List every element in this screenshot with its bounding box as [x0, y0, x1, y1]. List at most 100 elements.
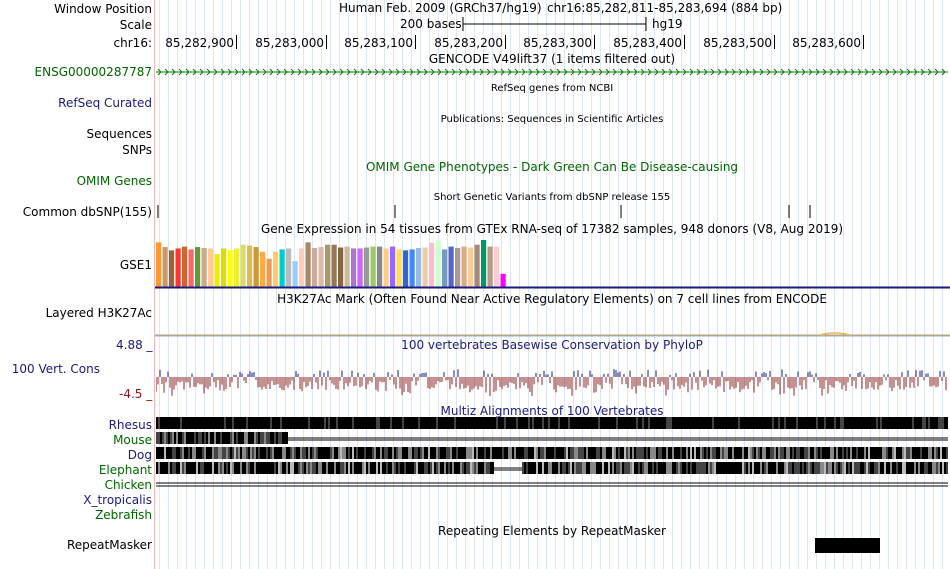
alignment-block: [272, 432, 274, 444]
alignment-block: [600, 447, 602, 459]
species-zebrafish-label[interactable]: Zebrafish: [95, 508, 152, 522]
alignment-block: [838, 462, 840, 474]
gtex-bar-chart[interactable]: [155, 238, 950, 290]
alignment-block: [306, 417, 308, 429]
alignment-block: [190, 417, 192, 429]
alignment-block: [436, 417, 438, 429]
alignment-block: [588, 417, 590, 429]
alignment-block: [746, 462, 748, 474]
strand-chevron: [213, 68, 218, 76]
snps-track-label[interactable]: SNPs: [122, 143, 152, 157]
alignment-block: [748, 462, 750, 474]
alignment-block: [242, 462, 244, 474]
alignment-block: [214, 462, 216, 474]
alignment-block: [424, 462, 426, 474]
alignment-block: [632, 447, 634, 459]
alignment-block: [776, 447, 778, 459]
alignment-block: [316, 462, 318, 474]
strand-chevron: [878, 68, 883, 76]
strand-chevron: [675, 68, 680, 76]
alignment-block: [524, 417, 526, 429]
alignment-block: [470, 447, 472, 459]
alignment-block: [492, 462, 494, 474]
alignment-block: [892, 462, 894, 474]
species-xtropicalis-label[interactable]: X_tropicalis: [83, 493, 152, 507]
alignment-block: [672, 417, 674, 429]
dbsnp-features[interactable]: [156, 205, 948, 219]
alignment-block: [934, 417, 936, 429]
alignment-block: [430, 417, 432, 429]
alignment-block: [874, 417, 876, 429]
alignment-block: [660, 462, 662, 474]
alignment-block: [156, 432, 158, 444]
alignment-block: [188, 447, 190, 459]
gtex-tissue-bar: [344, 246, 350, 287]
alignment-block: [280, 417, 282, 429]
multiz-alignments[interactable]: [156, 416, 948, 490]
alignment-block: [832, 447, 834, 459]
alignment-block: [874, 462, 876, 474]
gtex-tissue-bar: [390, 246, 396, 287]
alignment-block: [916, 462, 918, 474]
alignment-block: [922, 417, 924, 429]
alignment-block: [180, 417, 182, 429]
alignment-block: [346, 417, 348, 429]
alignment-block: [362, 447, 364, 459]
species-chicken-label[interactable]: Chicken: [104, 478, 152, 492]
alignment-block: [318, 462, 320, 474]
alignment-block: [734, 417, 736, 429]
alignment-block: [394, 447, 396, 459]
alignment-block: [298, 462, 300, 474]
alignment-block: [490, 462, 492, 474]
alignment-block: [886, 417, 888, 429]
alignment-block: [382, 447, 384, 459]
alignment-block: [914, 447, 916, 459]
alignment-block: [366, 417, 368, 429]
species-mouse-label[interactable]: Mouse: [113, 433, 152, 447]
species-dog-label[interactable]: Dog: [127, 448, 152, 462]
alignment-block: [324, 417, 326, 429]
alignment-block: [622, 417, 624, 429]
alignment-block: [428, 447, 430, 459]
alignment-block: [410, 462, 412, 474]
gencode-item-label[interactable]: ENSG00000287787: [34, 65, 152, 79]
gencode-feature[interactable]: [156, 67, 948, 77]
alignment-block: [158, 462, 160, 474]
alignment-block: [844, 447, 846, 459]
strand-chevron: [885, 68, 890, 76]
species-rhesus-label[interactable]: Rhesus: [108, 418, 152, 432]
alignment-block: [840, 447, 842, 459]
alignment-block: [832, 417, 834, 429]
strand-chevron: [416, 68, 421, 76]
gtex-tissue-bar: [227, 250, 233, 287]
conservation-wiggle[interactable]: [156, 355, 948, 405]
alignment-block: [362, 462, 364, 474]
h3k27ac-track-label[interactable]: Layered H3K27Ac: [45, 306, 152, 320]
alignment-block: [714, 447, 716, 459]
refseq-track-label[interactable]: RefSeq Curated: [58, 96, 152, 110]
alignment-block: [556, 462, 558, 474]
alignment-block: [498, 447, 500, 459]
strand-chevron: [339, 68, 344, 76]
omim-track-label[interactable]: OMIM Genes: [76, 174, 152, 188]
alignment-block: [878, 447, 880, 459]
gtex-track-label[interactable]: GSE1: [119, 258, 152, 272]
strand-chevron: [633, 68, 638, 76]
alignment-block: [794, 417, 796, 429]
alignment-block: [226, 462, 228, 474]
cons-track-label[interactable]: 100 Vert. Cons: [11, 362, 100, 376]
alignment-block: [222, 447, 224, 459]
alignment-block: [336, 417, 338, 429]
species-elephant-label[interactable]: Elephant: [98, 463, 152, 477]
alignment-block: [384, 417, 386, 429]
alignment-block: [198, 417, 200, 429]
alignment-block: [518, 417, 520, 429]
dbsnp-track-label[interactable]: Common dbSNP(155): [22, 205, 152, 219]
alignment-block: [280, 432, 282, 444]
h3k27ac-signal[interactable]: [155, 330, 950, 338]
alignment-block: [422, 447, 424, 459]
rmsk-track-label[interactable]: RepeatMasker: [66, 538, 152, 552]
publications-track-label[interactable]: Sequences: [86, 127, 152, 141]
repeat-element[interactable]: [815, 538, 880, 553]
